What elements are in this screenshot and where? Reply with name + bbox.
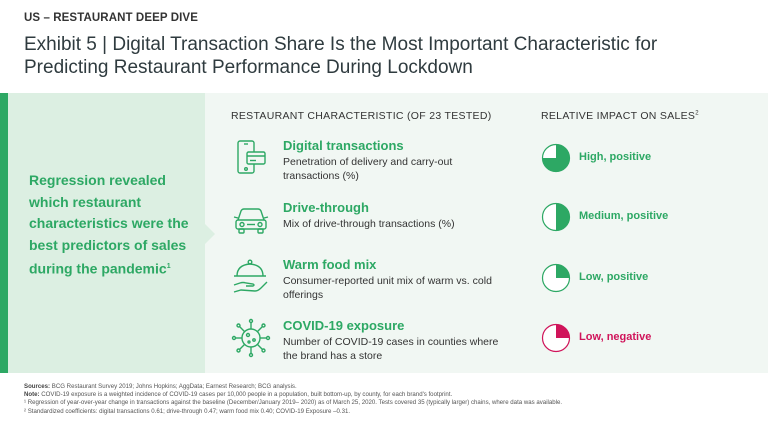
- impact-indicator: High, positive: [541, 143, 741, 175]
- impact-pie-svg: [541, 143, 571, 173]
- impact-pie-svg: [541, 263, 571, 293]
- impact-header-text: RELATIVE IMPACT ON SALES: [541, 110, 696, 122]
- item-description: Number of COVID-19 cases in counties whe…: [283, 336, 499, 362]
- impact-label: High, positive: [579, 151, 652, 163]
- pie-slice: [542, 144, 570, 172]
- note-label: Note:: [24, 391, 40, 399]
- sources-line: Sources: BCG Restaurant Survey 2019; Joh…: [24, 383, 764, 391]
- impact-header-mark: 2: [695, 110, 699, 117]
- footnote-1: ¹ Regression of year-over-year change in…: [24, 399, 563, 407]
- sources-text: BCG Restaurant Survey 2019; Johns Hopkin…: [51, 383, 297, 390]
- callout-footnote-mark: 1: [166, 263, 171, 270]
- impact-label: Medium, positive: [579, 210, 669, 222]
- pie-slice: [556, 203, 570, 231]
- impact-indicator: Medium, positive: [541, 202, 741, 234]
- callout-body: Regression revealed which restaurant cha…: [29, 172, 189, 277]
- characteristic-item: Warm food mix Consumer-reported unit mix…: [231, 257, 531, 307]
- eyebrow-label: US – RESTAURANT DEEP DIVE: [24, 12, 198, 24]
- item-name: Digital transactions: [283, 138, 404, 153]
- callout-pointer: [205, 224, 215, 244]
- note-line: Note: COVID-19 exposure is a weighted in…: [24, 391, 764, 399]
- exhibit-title: Exhibit 5 | Digital Transaction Share Is…: [24, 34, 658, 78]
- callout-accent-bar: [0, 93, 8, 373]
- impact-label: Low, positive: [579, 271, 649, 283]
- item-description: Consumer-reported unit mix of warm vs. c…: [283, 275, 492, 301]
- impact-pie-chart: [541, 323, 571, 353]
- item-description: Penetration of delivery and carry-out tr…: [283, 156, 453, 182]
- sources-label: Sources:: [24, 383, 51, 390]
- footnotes: Sources: BCG Restaurant Survey 2019; Joh…: [24, 383, 764, 416]
- impact-pie-svg: [541, 202, 571, 232]
- impact-pie-chart: [541, 202, 571, 232]
- item-description: Mix of drive-through transactions (%): [283, 218, 455, 230]
- impact-pie-svg: [541, 323, 571, 353]
- callout-panel: [0, 93, 205, 373]
- characteristic-item: COVID-19 exposure Number of COVID-19 cas…: [231, 318, 531, 368]
- impact-label: Low, negative: [579, 331, 652, 343]
- note-text: COVID-19 exposure is a weighted incidenc…: [41, 391, 453, 399]
- smartphone-card-icon: [231, 138, 271, 178]
- callout-text: Regression revealed which restaurant cha…: [29, 170, 199, 280]
- characteristic-column-header: RESTAURANT CHARACTERISTIC (OF 23 TESTED): [231, 110, 492, 122]
- impact-indicator: Low, positive: [541, 263, 741, 295]
- characteristic-item: Digital transactions Penetration of deli…: [231, 138, 531, 188]
- serving-cloche-icon: [231, 257, 271, 297]
- impact-indicator: Low, negative: [541, 323, 741, 355]
- pie-slice: [556, 264, 570, 278]
- item-name: COVID-19 exposure: [283, 318, 405, 333]
- pie-slice: [556, 324, 570, 338]
- virus-icon: [231, 318, 271, 358]
- impact-pie-chart: [541, 263, 571, 293]
- impact-column-header: RELATIVE IMPACT ON SALES2: [541, 110, 699, 122]
- footnote-2: ² Standardized coefficients: digital tra…: [24, 407, 351, 415]
- characteristic-item: Drive-through Mix of drive-through trans…: [231, 200, 531, 250]
- item-name: Warm food mix: [283, 257, 377, 272]
- impact-pie-chart: [541, 143, 571, 173]
- item-name: Drive-through: [283, 200, 369, 215]
- car-icon: [231, 200, 271, 240]
